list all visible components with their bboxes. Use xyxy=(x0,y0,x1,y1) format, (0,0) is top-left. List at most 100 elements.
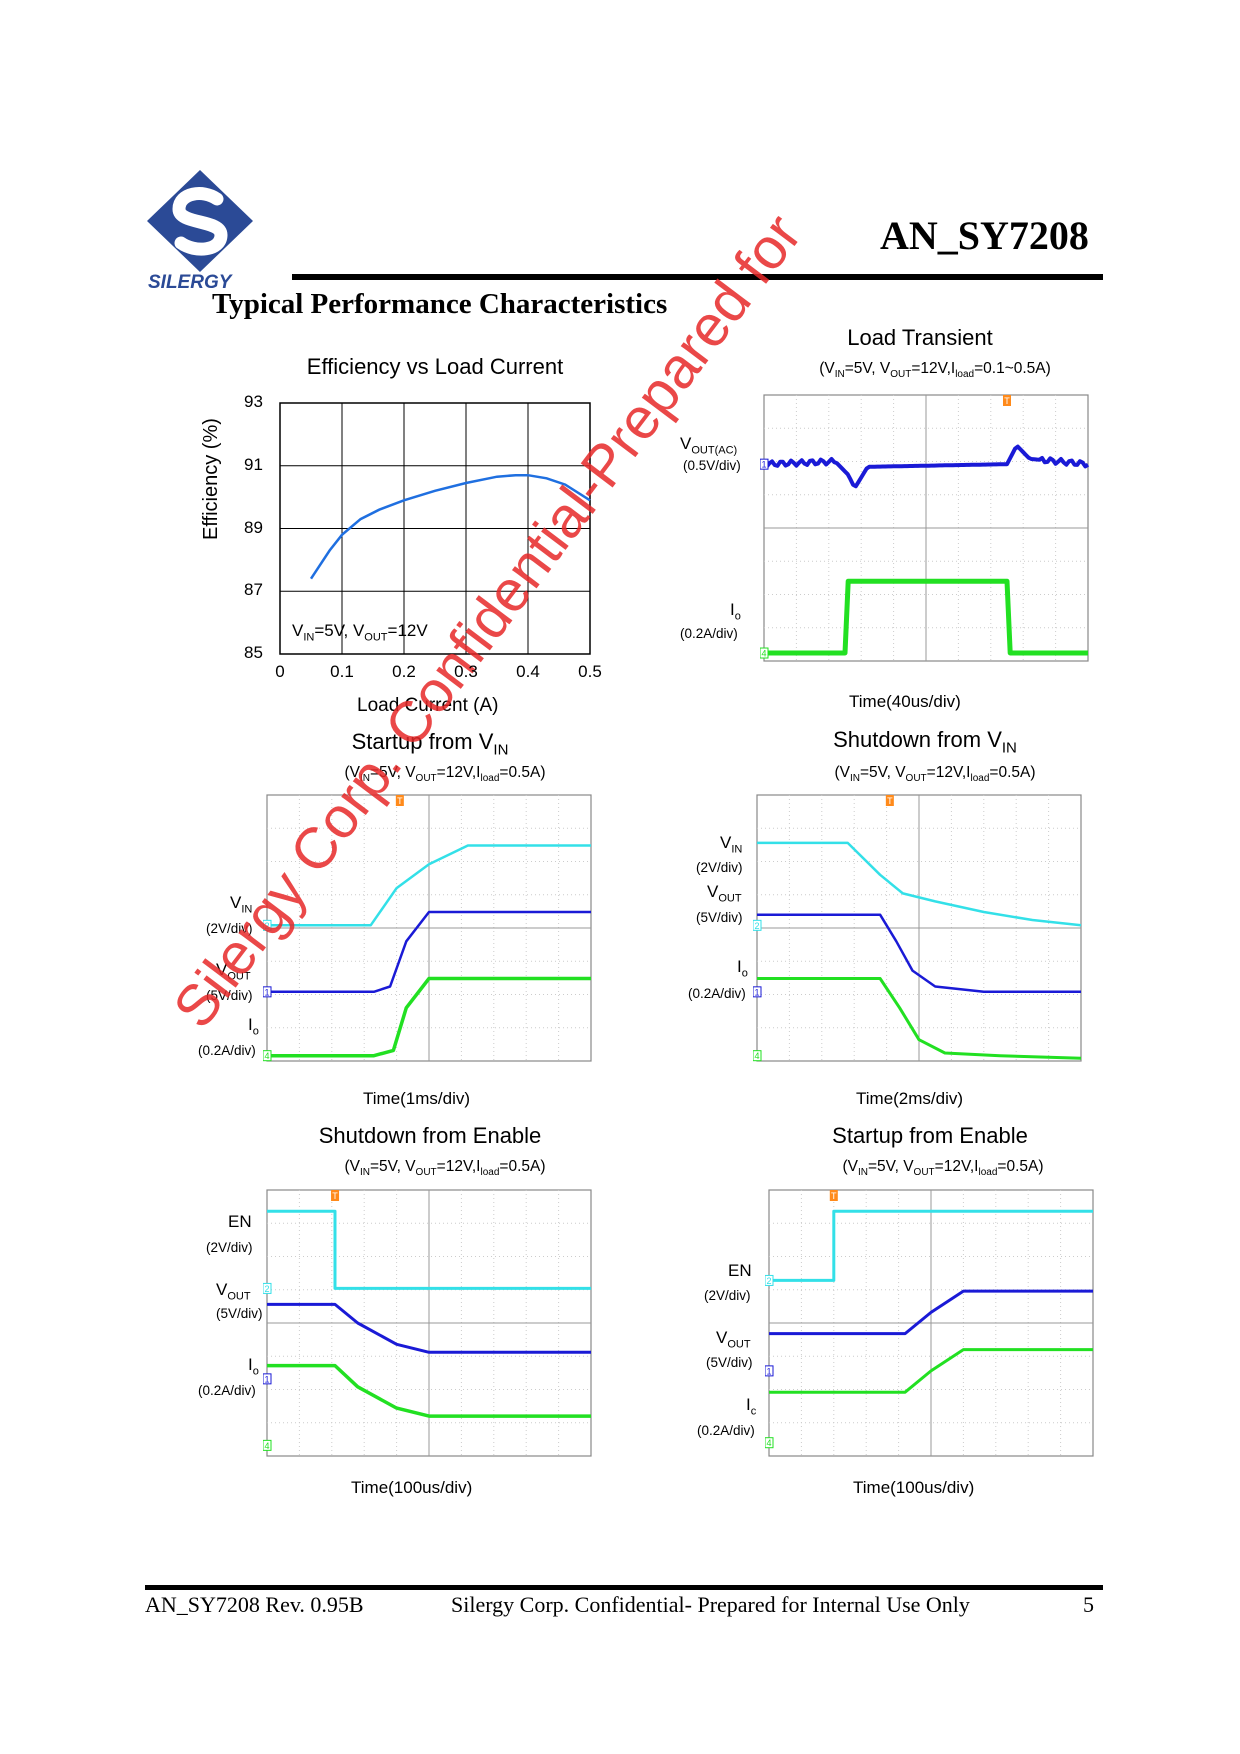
logo-graphic xyxy=(147,170,253,272)
scope-trace xyxy=(267,1363,591,1418)
ch-io-label: Io xyxy=(248,1015,259,1038)
x-tick-label: 0.1 xyxy=(330,662,354,681)
channel-marker-label: 2 xyxy=(264,1284,269,1294)
channel-marker-label: 4 xyxy=(761,649,766,659)
load-transient-time: Time(40us/div) xyxy=(849,692,961,711)
startup-vin-time: Time(1ms/div) xyxy=(363,1089,471,1108)
ch-vin-scale: (2V/div) xyxy=(206,921,253,936)
channel-marker xyxy=(765,1274,774,1286)
channel-marker-label: 1 xyxy=(754,987,759,997)
channel-marker xyxy=(263,1282,272,1294)
channel-marker-label: 1 xyxy=(264,987,269,997)
y-tick-label: 93 xyxy=(244,392,263,411)
scope-trace xyxy=(267,1209,591,1290)
section-title: Typical Performance Characteristics xyxy=(212,288,668,320)
shutdown-vin-time: Time(2ms/div) xyxy=(856,1089,964,1108)
scope-trace xyxy=(267,844,591,927)
ch-vout-scale: (5V/div) xyxy=(206,988,253,1003)
scope-trace xyxy=(764,578,1088,656)
ch-io-scale: (0.2A/div) xyxy=(680,626,738,641)
ch-vout-label: VOUT xyxy=(707,882,742,905)
ch-vout-scale: (5V/div) xyxy=(696,910,743,925)
load-transient-title: Load Transient xyxy=(847,325,993,350)
trigger-marker xyxy=(395,795,404,806)
ch-vin-label: VIN xyxy=(230,893,253,916)
ch-vout-scale: (5V/div) xyxy=(216,1306,263,1321)
channel-marker-label: 4 xyxy=(754,1051,759,1061)
ch-vin-label: VIN xyxy=(720,833,743,856)
efficiency-ylabel: Efficiency (%) xyxy=(200,418,222,540)
ch-vout-label: VOUT(AC) xyxy=(680,434,738,457)
footer-rule xyxy=(145,1585,1103,1590)
efficiency-chart xyxy=(279,402,591,655)
scope-trace xyxy=(757,841,1082,927)
startup-en-title: Startup from Enable xyxy=(832,1123,1028,1148)
channel-marker-label: 4 xyxy=(766,1438,771,1448)
logo-text: SILERGY xyxy=(148,272,232,293)
ch-io-label: Io xyxy=(737,957,748,980)
scope-trace xyxy=(267,910,591,994)
efficiency-series-line xyxy=(309,473,591,580)
footer-confidential: Silergy Corp. Confidential- Prepared for… xyxy=(451,1592,970,1617)
load-transient-conditions: (VIN=5V, VOUT=12V,Iload=0.1~0.5A) xyxy=(819,360,1051,381)
startup-vin-title: Startup from VIN xyxy=(351,729,509,759)
x-tick-label: 0 xyxy=(275,662,285,681)
ch-en-label: EN xyxy=(728,1261,752,1280)
ch-en-scale: (2V/div) xyxy=(206,1240,253,1255)
silergy-logo: SILERGY xyxy=(143,167,258,293)
channel-marker xyxy=(263,1373,272,1385)
x-tick-label: 0.3 xyxy=(454,662,478,681)
trigger-marker-label: T xyxy=(1004,396,1010,406)
scope-trace xyxy=(757,913,1081,994)
channel-marker-label: 1 xyxy=(761,460,766,470)
channel-marker xyxy=(263,919,272,931)
doc-id: AN_SY7208 xyxy=(880,213,1089,258)
ch-vout-label: VOUT xyxy=(216,960,251,983)
ch-ic-label: Ic xyxy=(746,1395,757,1418)
ch-vout-label: VOUT xyxy=(216,1280,251,1303)
x-tick-label: 0.4 xyxy=(516,662,540,681)
ch-io-scale: (0.2A/div) xyxy=(198,1383,256,1398)
ch-io-scale: (0.2A/div) xyxy=(198,1043,256,1058)
channel-marker-label: 4 xyxy=(264,1441,269,1451)
startup-vin-scope: T 2 1 4 xyxy=(263,794,592,1062)
x-tick-label: 0.5 xyxy=(578,662,602,681)
ch-ic-scale: (0.2A/div) xyxy=(697,1423,755,1438)
efficiency-annotation: VIN=5V, VOUT=12V xyxy=(292,621,428,644)
ch-io-scale: (0.2A/div) xyxy=(688,986,746,1001)
channel-marker xyxy=(263,1439,272,1451)
scope-trace xyxy=(769,1348,1093,1394)
shutdown-en-time: Time(100us/div) xyxy=(351,1478,473,1497)
startup-en-conditions: (VIN=5V, VOUT=12V,Iload=0.5A) xyxy=(842,1158,1044,1179)
efficiency-xlabel: Load Current (A) xyxy=(357,695,499,716)
y-tick-label: 87 xyxy=(244,580,263,600)
channel-marker xyxy=(760,458,769,470)
channel-marker-label: 2 xyxy=(754,921,759,931)
shutdown-vin-title: Shutdown from VIN xyxy=(833,727,1017,757)
trigger-marker xyxy=(1003,395,1011,406)
shutdown-vin-conditions: (VIN=5V, VOUT=12V,Iload=0.5A) xyxy=(834,764,1036,785)
channel-marker-label: 1 xyxy=(766,1366,771,1376)
load-transient-scope: T 1 4 xyxy=(760,394,1090,662)
scope-trace xyxy=(267,1302,591,1354)
scope-trace xyxy=(769,1209,1093,1282)
channel-marker-label: 2 xyxy=(264,921,269,931)
trigger-marker-label: T xyxy=(332,1191,338,1201)
trigger-marker xyxy=(885,795,894,806)
trigger-marker-label: T xyxy=(831,1191,837,1201)
ch-io-label: Io xyxy=(248,1355,259,1378)
shutdown-en-conditions: (VIN=5V, VOUT=12V,Iload=0.5A) xyxy=(344,1158,546,1179)
trigger-marker xyxy=(331,1190,340,1201)
shutdown-en-scope: T 2 1 4 xyxy=(263,1189,592,1457)
header-rule xyxy=(292,274,1103,280)
x-tick-label: 0.2 xyxy=(392,662,416,681)
y-tick-label: 91 xyxy=(244,454,263,474)
ch-vin-scale: (2V/div) xyxy=(696,860,743,875)
ch-vout-scale: (5V/div) xyxy=(706,1355,753,1370)
page-number: 5 xyxy=(1083,1592,1094,1617)
startup-en-scope: T 2 1 4 xyxy=(765,1189,1094,1457)
ch-en-scale: (2V/div) xyxy=(704,1288,751,1303)
ch-vout-label: VOUT xyxy=(716,1328,751,1351)
channel-marker xyxy=(263,986,272,998)
shutdown-vin-scope: T 2 1 4 xyxy=(753,794,1082,1062)
